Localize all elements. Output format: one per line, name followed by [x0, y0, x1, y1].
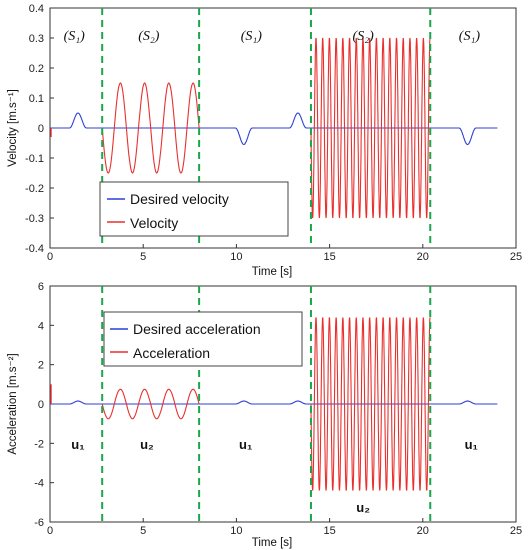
velocity-switch-lines [101, 8, 432, 248]
velocity-x-ticks: 0 5 10 15 20 25 [47, 244, 522, 263]
acceleration-control-labels: u₁ u₂ u₁ u₂ u₁ [71, 437, 478, 515]
acceleration-desired-line [50, 400, 498, 405]
velocity-series [50, 37, 498, 219]
velocity-y-tick-label: -0.3 [25, 213, 44, 225]
acceleration-y-tick-label: 4 [38, 320, 44, 332]
acceleration-x-tick-label: 20 [417, 525, 429, 537]
velocity-x-tick-label: 20 [417, 251, 429, 263]
acceleration-legend-label-desired: Desired acceleration [133, 321, 261, 337]
acceleration-x-axis-label: Time [s] [252, 537, 292, 549]
acceleration-legend-box [103, 311, 303, 367]
acceleration-x-tick-label: 10 [230, 525, 242, 537]
velocity-x-tick-label: 5 [140, 251, 146, 263]
acceleration-control-label: u₁ [71, 437, 84, 452]
velocity-x-tick-label: 15 [323, 251, 335, 263]
acceleration-y-axis-label: Acceleration [m.s⁻²] [7, 353, 19, 454]
acceleration-actual-oscillation-2 [310, 317, 431, 491]
acceleration-y-tick-label: 6 [38, 281, 44, 293]
velocity-legend-label-desired: Desired velocity [130, 191, 229, 207]
acceleration-y-tick-label: 2 [38, 360, 44, 372]
velocity-x-tick-label: 25 [510, 251, 522, 263]
velocity-segment-label: (S₁) [459, 29, 481, 44]
velocity-desired-line [50, 112, 498, 146]
velocity-chart: 0.4 0.3 0.2 0.1 0 -0.1 -0.2 -0.3 -0.4 0 5 10 15 20 25… [7, 3, 522, 278]
velocity-y-tick-label: 0.3 [29, 33, 44, 45]
velocity-y-ticks: 0.4 0.3 0.2 0.1 0 -0.1 -0.2 -0.3 -0.4 [25, 3, 54, 255]
velocity-x-axis-label: Time [s] [252, 266, 292, 278]
velocity-y-tick-label: 0.4 [29, 3, 44, 15]
velocity-y-axis-label: Velocity [m.s⁻¹] [7, 89, 19, 167]
acceleration-y-tick-label: -2 [34, 438, 44, 450]
velocity-y-tick-label: -0.1 [25, 153, 44, 165]
velocity-y-tick-label: 0 [38, 123, 44, 135]
acceleration-control-label: u₁ [239, 437, 252, 452]
acceleration-control-label: u₁ [465, 437, 478, 452]
velocity-segment-label: (S₁) [241, 29, 263, 44]
acceleration-actual-oscillation-1 [101, 388, 200, 420]
acceleration-control-label: u₂ [140, 437, 154, 452]
velocity-legend-box [99, 181, 289, 237]
acceleration-control-label: u₂ [356, 500, 370, 515]
velocity-actual-oscillation-1 [101, 82, 200, 174]
velocity-x-tick-label: 10 [230, 251, 242, 263]
acceleration-x-tick-label: 5 [140, 525, 146, 537]
velocity-y-tick-label: -0.2 [25, 183, 44, 195]
velocity-legend: Desired velocity Velocity [99, 181, 289, 237]
acceleration-y-tick-label: -6 [34, 517, 44, 529]
acceleration-y-tick-label: -4 [34, 478, 44, 490]
acceleration-y-tick-label: 0 [38, 399, 44, 411]
velocity-x-tick-label: 0 [47, 251, 53, 263]
acceleration-x-tick-label: 25 [510, 525, 522, 537]
velocity-legend-label-actual: Velocity [130, 215, 178, 231]
velocity-y-tick-label: 0.1 [29, 93, 44, 105]
acceleration-x-tick-label: 15 [323, 525, 335, 537]
acceleration-legend: Desired acceleration Acceleration [103, 311, 303, 367]
acceleration-series [50, 317, 498, 491]
acceleration-x-ticks: 0 5 10 15 20 25 [47, 518, 522, 537]
velocity-segment-label: (S₁) [64, 29, 86, 44]
velocity-segment-label: (S₂) [353, 29, 375, 44]
acceleration-legend-label-actual: Acceleration [133, 345, 210, 361]
velocity-actual-oscillation-2 [310, 37, 431, 219]
velocity-segment-labels: (S₁) (S₂) (S₁) (S₂) (S₁) [64, 29, 481, 44]
velocity-segment-label: (S₂) [138, 29, 160, 44]
velocity-y-tick-label: -0.4 [25, 243, 44, 255]
velocity-y-tick-label: 0.2 [29, 63, 44, 75]
acceleration-x-tick-label: 0 [47, 525, 53, 537]
